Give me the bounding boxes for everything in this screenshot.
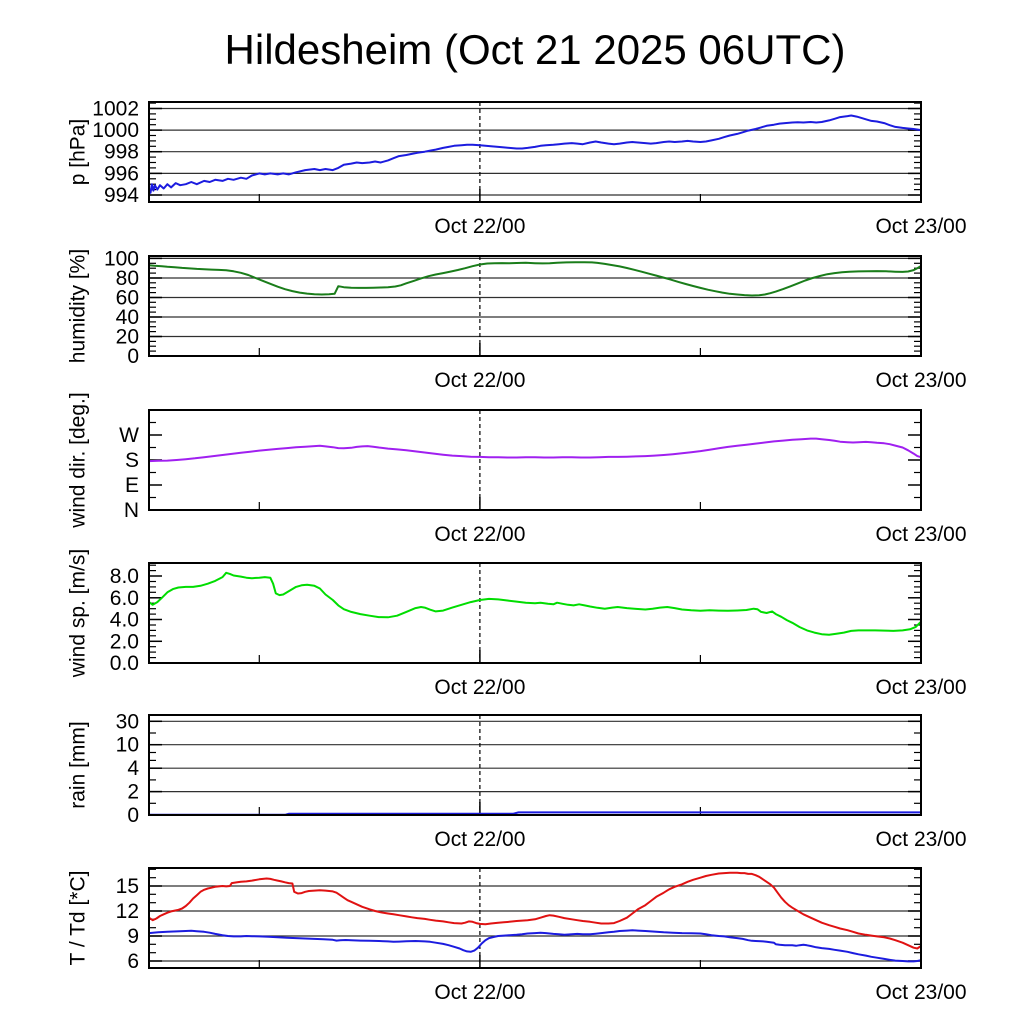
y-axis-title: p [hPa]	[67, 119, 90, 186]
x-tick-label: Oct 22/00	[434, 523, 525, 546]
panel-wind-speed: 0.02.04.06.08.0 Oct 22/00 Oct 23/00 wind sp…	[67, 549, 967, 699]
humidity-series-humidity	[148, 261, 922, 297]
y-tick-label: 6	[127, 950, 139, 973]
x-tick-label: Oct 23/00	[875, 676, 966, 699]
y-tick-label: 6.0	[110, 587, 139, 610]
y-tick-label: 998	[104, 141, 139, 164]
panel-frame	[148, 255, 922, 357]
y-tick-label: 12	[116, 900, 139, 923]
y-tick-label: 30	[116, 710, 139, 733]
x-tick-label: Oct 22/00	[434, 828, 525, 851]
y-tick-label: 40	[116, 306, 139, 329]
y-tick-label: S	[125, 449, 139, 472]
y-tick-label: 20	[116, 326, 139, 349]
x-tick-label: Oct 22/00	[434, 981, 525, 1004]
x-tick-label: Oct 22/00	[434, 676, 525, 699]
y-tick-label: 60	[116, 287, 139, 310]
panel-frame	[148, 562, 922, 664]
y-tick-label: 996	[104, 162, 139, 185]
y-tick-label: 0	[127, 345, 139, 368]
x-tick-label: Oct 23/00	[875, 523, 966, 546]
x-tick-label: Oct 23/00	[875, 828, 966, 851]
temp-series-temperature	[148, 871, 922, 950]
page-title: Hildesheim (Oct 21 2025 06UTC)	[224, 26, 846, 73]
y-tick-label: 8.0	[110, 565, 139, 588]
y-axis-title: humidity [%]	[67, 249, 90, 363]
y-tick-label: 4.0	[110, 609, 139, 632]
panel-frame	[148, 714, 922, 816]
y-tick-label: 9	[127, 925, 139, 948]
y-axis-title: wind sp. [m/s]	[67, 549, 90, 678]
wind-speed-series-wind-speed	[148, 571, 922, 636]
y-tick-label: N	[124, 499, 139, 522]
pressure-series-pressure	[148, 114, 922, 194]
y-tick-label: 2.0	[110, 630, 139, 653]
x-tick-label: Oct 22/00	[434, 215, 525, 238]
y-tick-label: 994	[104, 184, 139, 207]
x-tick-label: Oct 23/00	[875, 215, 966, 238]
panel-frame	[148, 101, 922, 203]
y-tick-label: 100	[104, 247, 139, 270]
x-tick-label: Oct 23/00	[875, 981, 966, 1004]
y-tick-label: 2	[127, 781, 139, 804]
x-tick-label: Oct 23/00	[875, 369, 966, 392]
wind-dir-series-wind-direction	[148, 437, 922, 463]
panel-frame	[148, 867, 922, 969]
y-tick-label: W	[119, 424, 139, 447]
y-axis-title: T / Td [*C]	[67, 871, 90, 966]
x-tick-label: Oct 22/00	[434, 369, 525, 392]
y-tick-label: 0	[127, 804, 139, 827]
y-axis-title: rain [mm]	[67, 721, 90, 809]
y-tick-label: 1000	[92, 119, 139, 142]
panel-frame	[148, 409, 922, 511]
y-axis-title: wind dir. [deg.]	[67, 392, 90, 528]
y-tick-label: 1002	[92, 98, 139, 121]
y-tick-label: 4	[127, 757, 139, 780]
y-tick-label: E	[125, 474, 139, 497]
y-tick-label: 10	[116, 734, 139, 757]
temp-series-dewpoint	[148, 929, 922, 963]
y-tick-label: 80	[116, 267, 139, 290]
y-tick-label: 15	[116, 875, 139, 898]
y-tick-label: 0.0	[110, 652, 139, 675]
